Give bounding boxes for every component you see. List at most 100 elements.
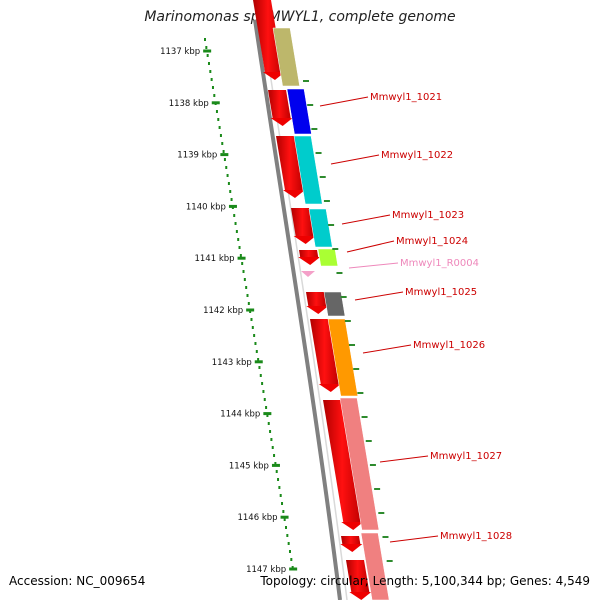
ruler-dot	[238, 246, 241, 249]
cog-block	[286, 88, 312, 135]
edge-tick	[386, 560, 393, 562]
ruler-dot	[265, 406, 268, 409]
ruler-dot	[222, 150, 225, 153]
ruler-dot	[267, 422, 270, 425]
ruler-dot	[258, 366, 261, 369]
cog-block	[293, 135, 323, 205]
ruler-tick	[211, 101, 220, 105]
ruler-dot	[245, 286, 248, 289]
gene-label[interactable]: Mmwyl1_1026	[362, 340, 485, 354]
ruler-tick-label: 1144 kbp	[220, 410, 260, 420]
ruler-dot	[242, 270, 245, 273]
ruler-dot	[205, 46, 208, 49]
ruler-tick	[220, 153, 229, 157]
gene-label[interactable]: Mmwyl1_1021	[319, 92, 442, 107]
ruler-dot	[243, 278, 246, 281]
ruler-tick	[289, 567, 298, 571]
ruler-tick-label: 1146 kbp	[237, 513, 277, 523]
ruler-dot	[274, 462, 277, 465]
rna-marker	[301, 271, 315, 277]
ruler-tick	[246, 308, 255, 312]
accession-text: Accession: NC_009654	[9, 574, 146, 588]
ruler-dot	[262, 390, 265, 393]
gene-label-text: Mmwyl1_1027	[430, 451, 502, 462]
gene-label-text: Mmwyl1_1025	[405, 287, 477, 298]
ruler-dot	[223, 158, 226, 161]
ruler-dot	[285, 526, 288, 529]
ruler-dot	[210, 78, 213, 81]
ruler-dot	[287, 542, 290, 545]
ruler-tick	[280, 515, 289, 519]
ruler-tick	[271, 463, 280, 467]
ruler-dot	[266, 414, 269, 417]
ruler-dot	[233, 214, 236, 217]
edge-tick	[315, 152, 322, 154]
edge-tick	[361, 416, 368, 418]
ruler-tick-label: 1141 kbp	[194, 254, 234, 264]
cog-block	[323, 291, 346, 317]
ruler-tick-label: 1142 kbp	[203, 306, 243, 316]
gene-label[interactable]: Mmwyl1_1024	[346, 236, 468, 253]
ruler-tick-label: 1138 kbp	[169, 99, 209, 109]
ruler-dot	[247, 302, 250, 305]
ruler-dot	[259, 374, 262, 377]
ruler-dot	[250, 318, 253, 321]
cds-arrow	[253, 0, 285, 80]
ruler-dot	[290, 558, 293, 561]
ruler-tick-label: 1147 kbp	[246, 565, 286, 575]
cog-track	[272, 27, 393, 600]
ruler-dot	[261, 382, 264, 385]
ruler-tick-label: 1139 kbp	[177, 151, 217, 161]
cds-arrow	[298, 250, 321, 265]
gene-label[interactable]: Mmwyl1_1025	[354, 287, 477, 301]
ruler-tick-label: 1137 kbp	[160, 47, 200, 57]
edge-tick	[323, 200, 330, 202]
ruler-dot	[282, 510, 285, 513]
edge-tick	[307, 104, 314, 106]
ruler-dot	[225, 166, 228, 169]
ruler-dot	[271, 446, 274, 449]
cog-block	[317, 248, 339, 267]
edge-tick	[344, 320, 351, 322]
ruler-dot	[211, 86, 214, 89]
cog-block	[339, 397, 380, 531]
ruler-dot	[226, 174, 229, 177]
ruler-tick	[254, 360, 263, 364]
edge-tick	[353, 368, 360, 370]
ruler-tick-label: 1140 kbp	[186, 202, 226, 212]
gene-label-text: Mmwyl1_R0004	[400, 258, 479, 269]
cds-arrow	[268, 90, 293, 126]
ruler-tick-label: 1143 kbp	[212, 358, 252, 368]
ruler-dot	[237, 238, 240, 241]
ruler-dot	[213, 94, 216, 97]
gene-label[interactable]: Mmwyl1_1027	[379, 451, 502, 463]
ruler-dot	[227, 182, 230, 185]
ruler-dot	[254, 342, 257, 345]
ruler-dot	[273, 454, 276, 457]
ruler-dot	[218, 126, 221, 129]
ruler-dot	[277, 478, 280, 481]
ruler-dot	[275, 470, 278, 473]
ruler-dot	[269, 430, 272, 433]
gene-label[interactable]: Mmwyl1_R0004	[348, 258, 479, 269]
ruler-dot	[253, 334, 256, 337]
ruler-dot	[281, 502, 284, 505]
gene-label-text: Mmwyl1_1024	[396, 236, 468, 247]
ruler-tick	[263, 412, 272, 416]
gene-labels: Mmwyl1_1021 Mmwyl1_1022 Mmwyl1_1023 Mmwyl1_…	[319, 92, 512, 543]
edge-tick	[340, 296, 347, 298]
map-title: Marinomonas sp. MWYL1, complete genome	[144, 9, 456, 25]
gene-label-text: Mmwyl1_1028	[440, 531, 512, 542]
ruler-dot	[286, 534, 289, 537]
ruler-dot	[241, 262, 244, 265]
cog-block	[308, 208, 333, 248]
cds-track	[253, 0, 372, 600]
gene-label[interactable]: Mmwyl1_1028	[389, 531, 512, 543]
edge-tick	[365, 440, 372, 442]
ruler-dot	[235, 230, 238, 233]
gene-label[interactable]: Mmwyl1_1022	[330, 150, 453, 165]
genome-summary-text: Topology: circular; Length: 5,100,344 bp…	[260, 574, 590, 588]
gene-label[interactable]: Mmwyl1_1023	[341, 210, 464, 225]
ruler-tick	[237, 256, 246, 260]
